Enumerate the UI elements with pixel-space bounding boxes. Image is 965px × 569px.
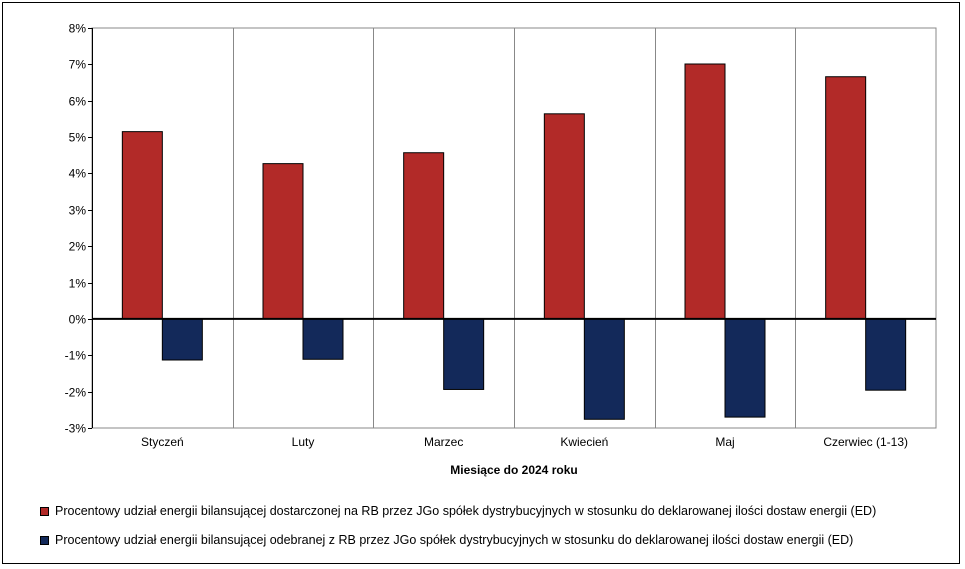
x-tick-label: Maj (715, 435, 734, 449)
bar-received (443, 318, 485, 390)
bar-received (865, 318, 907, 391)
y-tick-label: 3% (69, 204, 87, 218)
legend-swatch-received (40, 535, 49, 545)
y-tick-label: -2% (65, 386, 87, 400)
legend-item-received: Procentowy udział energii bilansującej o… (40, 533, 853, 547)
x-tick-label: Styczeń (141, 435, 184, 449)
bar-received (724, 318, 766, 418)
y-tick-label: 2% (69, 240, 87, 254)
legend-item-delivered: Procentowy udział energii bilansującej d… (40, 504, 876, 518)
y-tick-label: 6% (69, 95, 87, 109)
x-axis-title: Miesiące do 2024 roku (450, 463, 577, 477)
y-tick-label: 8% (69, 22, 87, 36)
y-tick-label: -3% (65, 422, 87, 436)
x-tick-label: Marzec (424, 435, 463, 449)
y-tick-label: 4% (69, 167, 87, 181)
y-tick-label: 5% (69, 131, 87, 145)
x-tick-label: Czerwiec (1-13) (823, 435, 908, 449)
legend-label-received: Procentowy udział energii bilansującej o… (55, 533, 854, 547)
y-tick-label: 0% (69, 313, 87, 327)
bar-delivered (121, 131, 163, 320)
legend-swatch-delivered (40, 506, 49, 516)
bar-delivered (543, 113, 585, 320)
x-tick-label: Luty (292, 435, 315, 449)
bar-received (583, 318, 625, 420)
y-tick-label: -1% (65, 349, 87, 363)
bar-delivered (825, 76, 867, 320)
bar-delivered (684, 63, 726, 320)
bar-received (161, 318, 203, 361)
legend-label-delivered: Procentowy udział energii bilansującej d… (55, 504, 877, 518)
bar-received (302, 318, 344, 360)
x-tick-label: Kwiecień (560, 435, 608, 449)
bar-delivered (262, 163, 304, 320)
y-tick-label: 1% (69, 277, 87, 291)
y-tick-label: 7% (69, 58, 87, 72)
bar-delivered (403, 152, 445, 320)
